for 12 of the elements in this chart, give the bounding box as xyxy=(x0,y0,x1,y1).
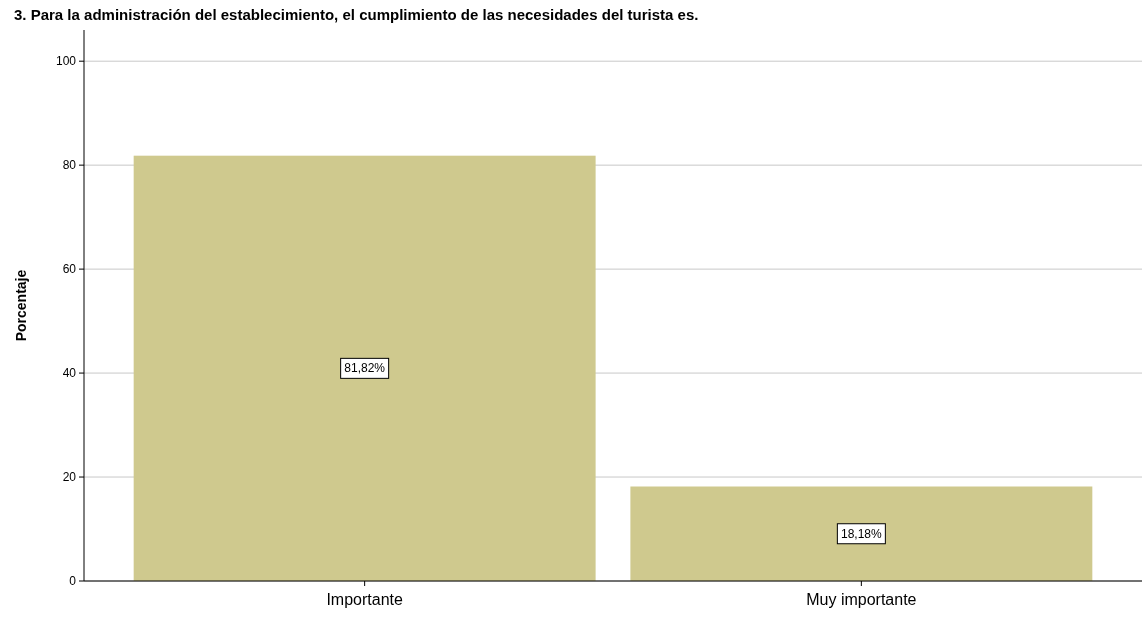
data-label: 81,82% xyxy=(344,361,386,376)
y-tick-label: 80 xyxy=(62,158,77,173)
x-tick-label: Importante xyxy=(326,591,403,608)
x-tick-label: Muy importante xyxy=(806,591,917,608)
y-tick-label: 60 xyxy=(62,262,77,277)
y-tick-label: 40 xyxy=(62,366,77,381)
y-tick-label: 100 xyxy=(55,54,77,69)
chart-title: 3. Para la administración del establecimiento, el cumplimiento de las necesidades del turista es. xyxy=(14,6,699,23)
y-tick-label: 0 xyxy=(69,574,77,588)
y-axis-title: Porcentaje xyxy=(13,269,29,342)
y-tick-label: 20 xyxy=(62,470,77,485)
data-label: 18,18% xyxy=(841,526,883,541)
